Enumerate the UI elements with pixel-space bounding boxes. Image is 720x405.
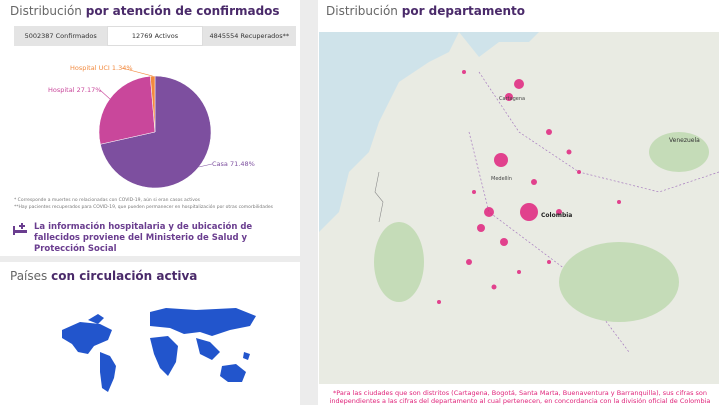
leader-line bbox=[121, 67, 153, 77]
map: Colombia Venezuela Medellín Cartagena bbox=[319, 32, 719, 384]
pie-slice bbox=[98, 75, 156, 145]
tab[interactable]: 4845554 Recuperados** bbox=[209, 32, 290, 40]
title-plain: Distribución bbox=[326, 4, 398, 18]
info-text: La información hospitalaria y de ubicaci… bbox=[34, 222, 253, 254]
slice-label: Hospital UCI 1.34% bbox=[70, 64, 133, 72]
slice-category: Hospital UCI bbox=[70, 64, 110, 72]
confirmed-card: Distribución por atención de confirmados… bbox=[0, 0, 300, 256]
title-plain: Países bbox=[10, 269, 48, 283]
map-label: Cartagena bbox=[499, 96, 525, 102]
title-bold: con circulación activa bbox=[51, 269, 198, 283]
footnote: **Hay pacientes recuperados para COVID-1… bbox=[14, 205, 273, 210]
hospital-icon bbox=[13, 223, 27, 235]
title-plain: Distribución bbox=[10, 4, 82, 18]
leader-line bbox=[198, 163, 213, 168]
countries-card: Países con circulación activa bbox=[0, 262, 300, 405]
card-title: Distribución por atención de confirmados bbox=[10, 4, 280, 18]
leader-line bbox=[99, 89, 111, 100]
tab-bar: 5002387 Confirmados 12769 Activos 4845554 … bbox=[14, 26, 296, 46]
world-map bbox=[62, 308, 256, 392]
slice-category: Casa bbox=[212, 160, 228, 168]
card-title: Distribución por departamento bbox=[326, 4, 525, 18]
slice-label: Casa 71.48% bbox=[212, 160, 255, 168]
card-title: Países con circulación activa bbox=[10, 269, 197, 283]
slice-value: 71.48% bbox=[230, 160, 255, 168]
tab[interactable]: 12769 Activos bbox=[107, 26, 203, 46]
title-bold: por atención de confirmados bbox=[85, 4, 280, 18]
slice-value: 1.34% bbox=[112, 64, 133, 72]
pie-chart: Casa 71.48% Hospital 27.17% Hospital UCI 1… bbox=[48, 64, 255, 189]
footnote: * Corresponde a muertes no relacionadas … bbox=[14, 198, 201, 203]
slice-category: Hospital bbox=[48, 86, 75, 94]
slice-value: 27.17% bbox=[77, 86, 102, 94]
slice-label: Hospital 27.17% bbox=[48, 86, 101, 94]
map-label: Venezuela bbox=[669, 137, 700, 144]
pie-slice bbox=[100, 75, 212, 189]
map-label: Colombia bbox=[541, 212, 572, 219]
footnote: *Para las ciudades que son distritos (Ca… bbox=[329, 389, 711, 405]
title-bold: por departamento bbox=[401, 4, 525, 18]
department-card: Distribución por departamento Colombia V… bbox=[318, 0, 720, 405]
tab[interactable]: 5002387 Confirmados bbox=[24, 32, 97, 40]
map-label: Medellín bbox=[491, 175, 512, 182]
